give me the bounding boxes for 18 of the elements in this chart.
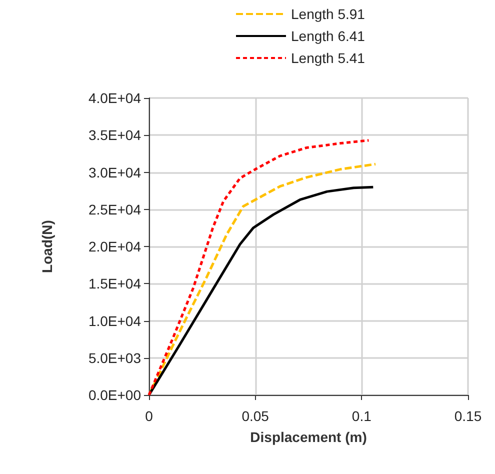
y-tick-label: 4.0E+04 — [88, 90, 142, 106]
y-axis-title: Load(N) — [39, 220, 55, 273]
y-tick-label: 1.0E+04 — [88, 312, 142, 329]
x-tick-label: 0 — [145, 408, 154, 424]
y-tick-label: 2.0E+04 — [88, 238, 142, 254]
y-tick-label: 3.0E+04 — [88, 164, 142, 180]
legend-label: Length 5.41 — [291, 50, 366, 66]
y-tick-label: 0.0E+00 — [88, 387, 142, 403]
legend-label: Length 6.41 — [291, 28, 366, 44]
legend-label: Length 5.91 — [291, 6, 366, 22]
x-axis-title: Displacement (m) — [250, 429, 367, 445]
x-tick-label: 0.1 — [352, 408, 372, 424]
x-tick-label: 0.05 — [242, 408, 270, 424]
x-tick-label: 0.15 — [454, 408, 482, 424]
y-tick-label: 3.5E+04 — [88, 127, 142, 144]
y-tick-label: 2.5E+04 — [88, 201, 142, 218]
y-tick-label: 1.5E+04 — [88, 276, 142, 292]
y-tick-label: 5.0E+03 — [88, 350, 142, 366]
